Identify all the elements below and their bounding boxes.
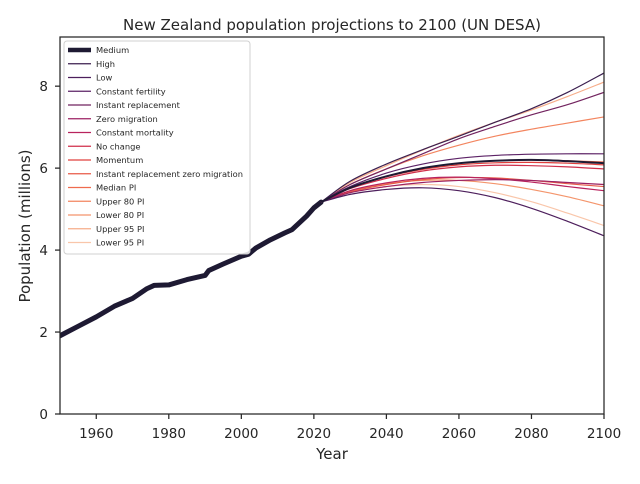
- x-tick-label: 2100: [587, 426, 621, 442]
- x-tick-label: 2020: [297, 426, 331, 442]
- legend-label-medium: Medium: [96, 45, 129, 55]
- legend-label-low: Low: [96, 73, 113, 83]
- y-tick-label: 8: [39, 79, 48, 95]
- legend-label-upper-95-pi: Upper 95 PI: [96, 224, 144, 234]
- x-tick-label: 2000: [224, 426, 258, 442]
- plot-frame: [59, 36, 605, 415]
- legend-label-lower-80-pi: Lower 80 PI: [96, 210, 144, 220]
- x-axis-ticks: 1960 1980 2000 2020 2040 2060 2080 2100: [79, 414, 621, 442]
- y-tick-label: 2: [39, 325, 48, 341]
- x-tick-label: 1960: [79, 426, 113, 442]
- x-axis-label: Year: [315, 445, 349, 463]
- legend-label-constant-mortality: Constant mortality: [96, 128, 174, 138]
- y-axis-label: Population (millions): [16, 149, 34, 302]
- legend-label-instant-replacement-zero-migration: Instant replacement zero migration: [96, 169, 243, 179]
- legend-label-median-pi: Median PI: [96, 183, 136, 193]
- x-tick-label: 2040: [369, 426, 403, 442]
- series-line-high: [320, 72, 604, 203]
- series-line-constant-mortality: [320, 176, 604, 203]
- series-line-instant-replacement: [320, 91, 604, 203]
- y-tick-label: 0: [39, 407, 48, 423]
- legend-box: [63, 40, 251, 255]
- series-line-medium: [320, 158, 604, 204]
- series-line-low: [320, 187, 604, 237]
- series-lines: [60, 72, 604, 339]
- legend-label-high: High: [96, 59, 115, 69]
- legend-label-zero-migration: Zero migration: [96, 114, 158, 124]
- legend-label-momentum: Momentum: [96, 155, 143, 165]
- series-line-no-change: [320, 164, 604, 203]
- x-tick-label: 2060: [442, 426, 476, 442]
- series-line-zero-migration: [320, 178, 604, 203]
- legend-label-upper-80-pi: Upper 80 PI: [96, 196, 144, 206]
- chart-title: New Zealand population projections to 21…: [123, 16, 541, 34]
- legend-label-lower-95-pi: Lower 95 PI: [96, 238, 144, 248]
- legend-label-no-change: No change: [96, 141, 140, 151]
- historical-medium-line: [60, 199, 324, 339]
- legend-label-instant-replacement: Instant replacement: [96, 100, 181, 110]
- legend-label-constant-fertility: Constant fertility: [96, 86, 166, 96]
- legend: Medium High Low Constant fertility Instant r…: [63, 40, 251, 255]
- y-axis-ticks: 0 2 4 6 8: [39, 79, 60, 423]
- x-tick-label: 1980: [152, 426, 186, 442]
- y-tick-label: 4: [39, 243, 48, 259]
- y-tick-label: 6: [39, 161, 48, 177]
- series-line-constant-fertility: [320, 153, 604, 203]
- x-tick-label: 2080: [514, 426, 548, 442]
- series-line-upper-95-pi: [320, 81, 604, 203]
